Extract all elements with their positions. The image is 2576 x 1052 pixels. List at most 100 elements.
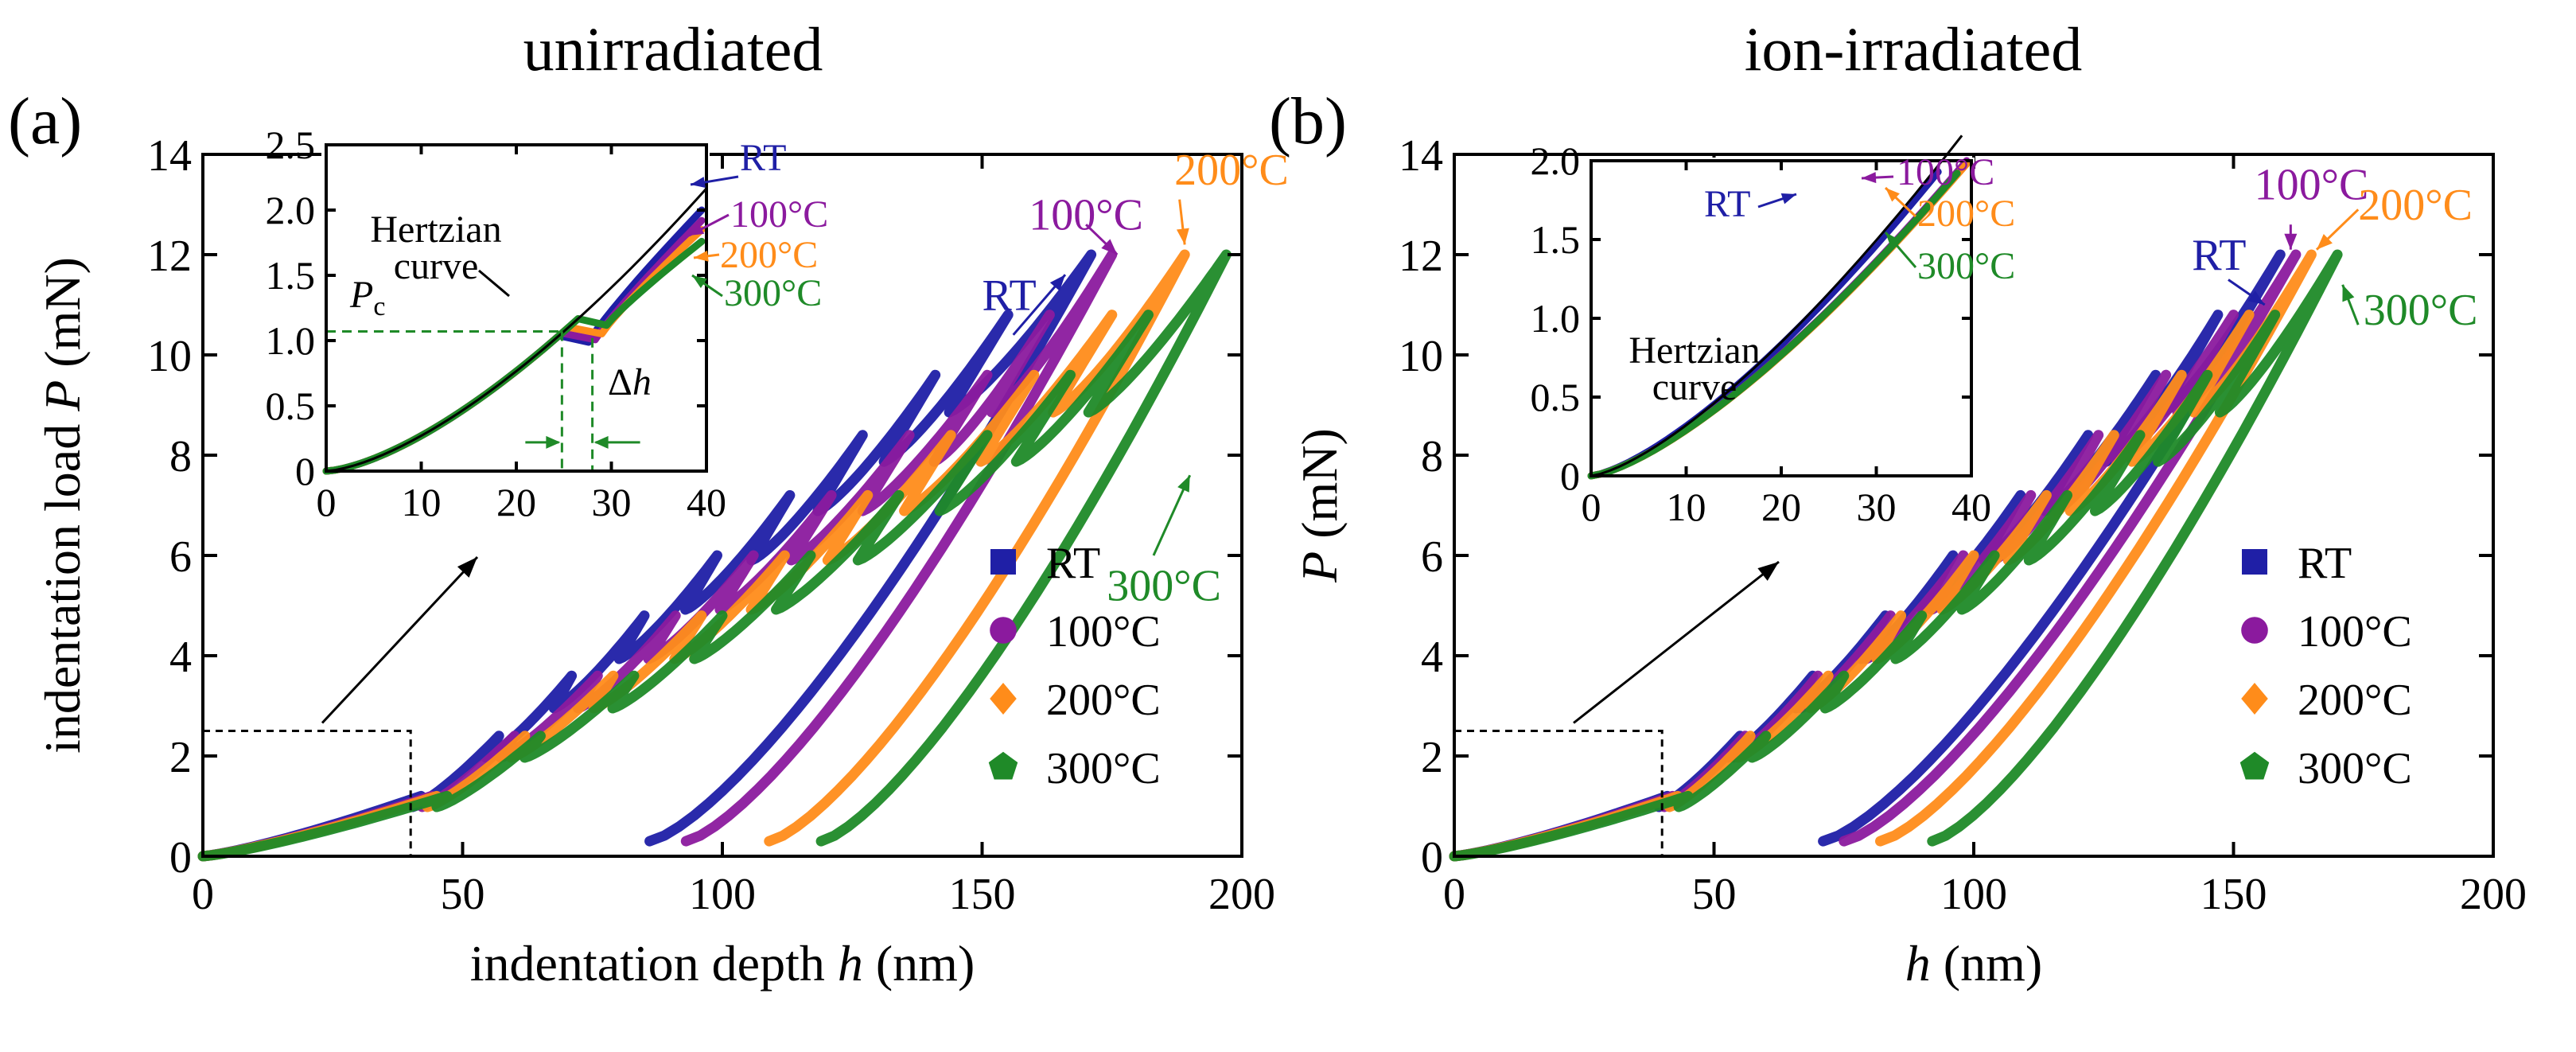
inset-b-y-tick-label: 1.0 [1531,296,1581,341]
main-a-y-tick-label: 0 [169,833,192,883]
annotation-100C: 100°C [2255,161,2369,210]
main-a-y-tick-label: 4 [169,633,192,682]
panel-a-label: (a) [8,84,82,158]
annotation-100C: 100°C [1029,191,1143,240]
legend-marker-100C [990,617,1017,644]
inset-label-arrowhead-300C [692,275,707,288]
panel-b-curves [1449,249,2343,862]
series-line-300C [197,249,1232,862]
series-300C [1449,249,2343,862]
legend-label-100C: 100°C [1046,607,1161,657]
main-b-x-tick-label: 150 [2200,870,2267,919]
inset-a-x-tick-label: 40 [687,480,726,524]
main-b-y-tick-label: 14 [1399,131,1443,181]
annotation-300C: 300°C [1107,562,1221,611]
inset-b-y-tick-label: 1.5 [1531,217,1581,262]
y-label-unit: (mN) [1291,428,1348,551]
inset-label-arrowhead-300C [1885,232,1900,247]
inset-label-100C: 100°C [730,193,828,236]
main-a-y-tick-label: 2 [169,733,192,782]
annotation-200C: 200°C [1174,146,1289,195]
inset-a-background [321,142,710,474]
x-label-variable: h [1905,935,1931,992]
main-b-x-tick-label: 0 [1443,870,1465,919]
panel-b-y-axis-label: P (mN) [1291,428,1348,583]
dh-delta: Δ [608,361,632,403]
inset-label-300C: 300°C [1917,245,2015,287]
series-line-RT [197,249,1097,862]
inset-label-arrowhead-200C [694,250,709,262]
inset-label-arrowhead-RT [691,177,706,188]
y-label-variable: P [1291,551,1348,583]
legend-label-200C: 200°C [1046,676,1161,725]
inset-a-x-tick-label: 20 [496,480,536,524]
main-a-y-tick-label: 6 [169,532,192,582]
inset-b-background [1586,158,1975,479]
legend-label-300C: 300°C [1046,744,1161,793]
hertzian-line-2: curve [1652,366,1737,408]
legend-marker-RT [990,549,1016,575]
legend-label-200C: 200°C [2298,676,2412,725]
inset-b-y-tick-label: 0.5 [1531,375,1581,419]
inset-a-pc-label: Pc [349,274,385,321]
legend-marker-200C [2241,683,2268,715]
panel-a-title: unirradiated [523,14,823,84]
main-b-y-tick-label: 6 [1421,532,1443,582]
annotation-arrowhead-200C [1176,228,1189,245]
inset-a-ticks: 0 10 20 30 40 0 0.5 1.0 1.5 2.0 2.5 [266,123,727,524]
series-300C [197,249,1232,862]
inset-b-x-tick-label: 0 [1582,485,1601,529]
annotation-arrowhead-RT [1049,275,1065,291]
inset-label-arrowhead-RT [1780,193,1796,205]
series-RT [197,249,1097,862]
legend-label-100C: 100°C [2298,607,2412,657]
inset-a-y-tick-label: 1.0 [266,318,316,363]
main-a-x-tick-label: 200 [1208,870,1275,919]
pc-variable: P [349,274,373,316]
legend-label-300C: 300°C [2298,744,2412,793]
panel-b-title: ion-irradiated [1745,14,2082,84]
inset-a-hertzian-label: Hertzian curve [370,208,501,287]
inset-a-y-tick-label: 2.0 [266,188,316,232]
main-b-x-tick-label: 200 [2460,870,2527,919]
inset-b-hertzian-label: Hertzian curve [1628,329,1760,408]
inset-a-y-tick-label: 1.5 [266,253,316,298]
main-b-y-tick-label: 12 [1399,232,1443,281]
inset-a-x-tick-label: 30 [592,480,632,524]
annotation-arrowhead-100C [2284,233,2298,250]
pc-subscript: c [373,292,385,321]
legend-label-RT: RT [2298,539,2352,588]
zoom-pointer-arrowhead [1757,562,1779,581]
annotation-arrowhead-200C [2316,234,2333,250]
inset-a-y-tick-label: 2.5 [266,123,316,167]
main-b-y-tick-label: 8 [1421,432,1443,481]
hertzian-line-2: curve [394,245,479,287]
inset-label-200C: 200°C [1917,193,2015,235]
inset-label-100C: 100°C [1897,151,1994,193]
panel-b-x-axis-label: h (nm) [1905,935,2042,992]
legend-marker-200C [990,683,1017,715]
panel-b-label: (b) [1269,84,1347,158]
panel-b-inset: 0 10 20 30 40 0 0.5 1.0 1.5 2.0 Hertzian curve RT 1… [1531,134,2015,529]
dh-arrow-right-head [593,435,609,449]
main-a-x-tick-label: 100 [689,870,756,919]
x-label-variable: h [838,935,863,992]
y-label-text: indentation load [34,411,91,754]
inset-a-dh-label: Δh [608,361,652,403]
y-label-variable: P [34,380,91,412]
inset-label-arrowhead-200C [1885,188,1900,202]
inset-a-x-tick-label: 0 [317,480,337,524]
legend-label-RT: RT [1046,539,1100,588]
inset-label-RT: RT [740,137,786,179]
inset-a-y-tick-label: 0 [295,449,315,493]
panel-a-curves [197,249,1232,862]
inset-label-arrowhead-100C [1862,172,1877,184]
zoom-pointer-arrowhead [457,557,477,578]
hertzian-curve-line [325,187,708,473]
main-a-x-tick-label: 50 [441,870,485,919]
